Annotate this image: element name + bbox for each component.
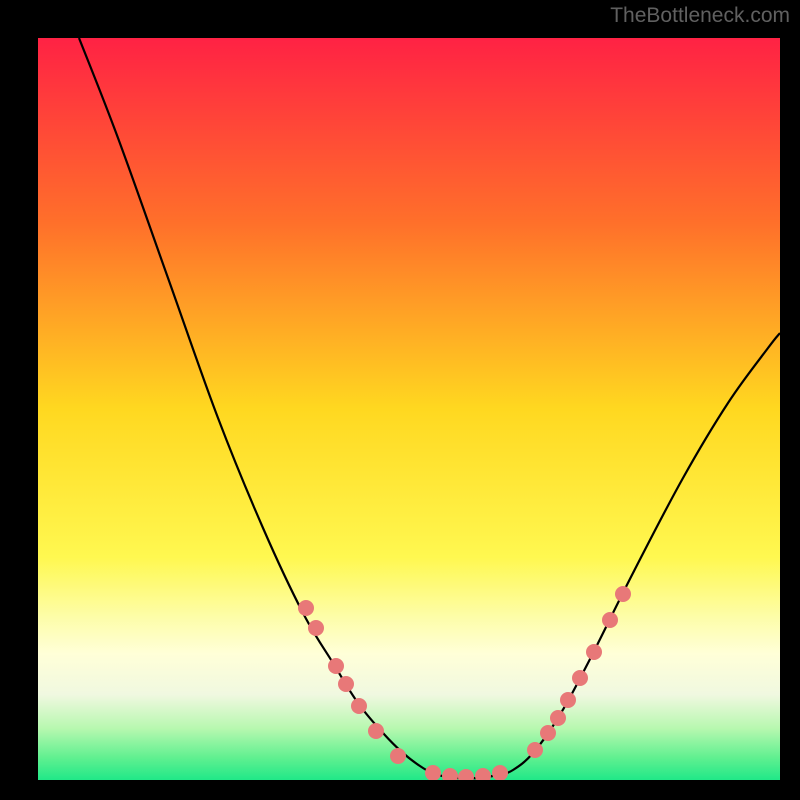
- data-marker: [615, 586, 631, 602]
- bottleneck-chart: [0, 0, 800, 800]
- data-marker: [586, 644, 602, 660]
- gradient-background: [38, 38, 780, 780]
- chart-container: TheBottleneck.com: [0, 0, 800, 800]
- data-marker: [351, 698, 367, 714]
- data-marker: [540, 725, 556, 741]
- data-marker: [442, 768, 458, 784]
- data-marker: [328, 658, 344, 674]
- data-marker: [550, 710, 566, 726]
- data-marker: [368, 723, 384, 739]
- data-marker: [390, 748, 406, 764]
- watermark-text: TheBottleneck.com: [610, 4, 790, 28]
- data-marker: [458, 769, 474, 785]
- data-marker: [602, 612, 618, 628]
- data-marker: [492, 765, 508, 781]
- data-marker: [298, 600, 314, 616]
- data-marker: [475, 768, 491, 784]
- data-marker: [572, 670, 588, 686]
- data-marker: [425, 765, 441, 781]
- data-marker: [527, 742, 543, 758]
- data-marker: [308, 620, 324, 636]
- data-marker: [560, 692, 576, 708]
- data-marker: [338, 676, 354, 692]
